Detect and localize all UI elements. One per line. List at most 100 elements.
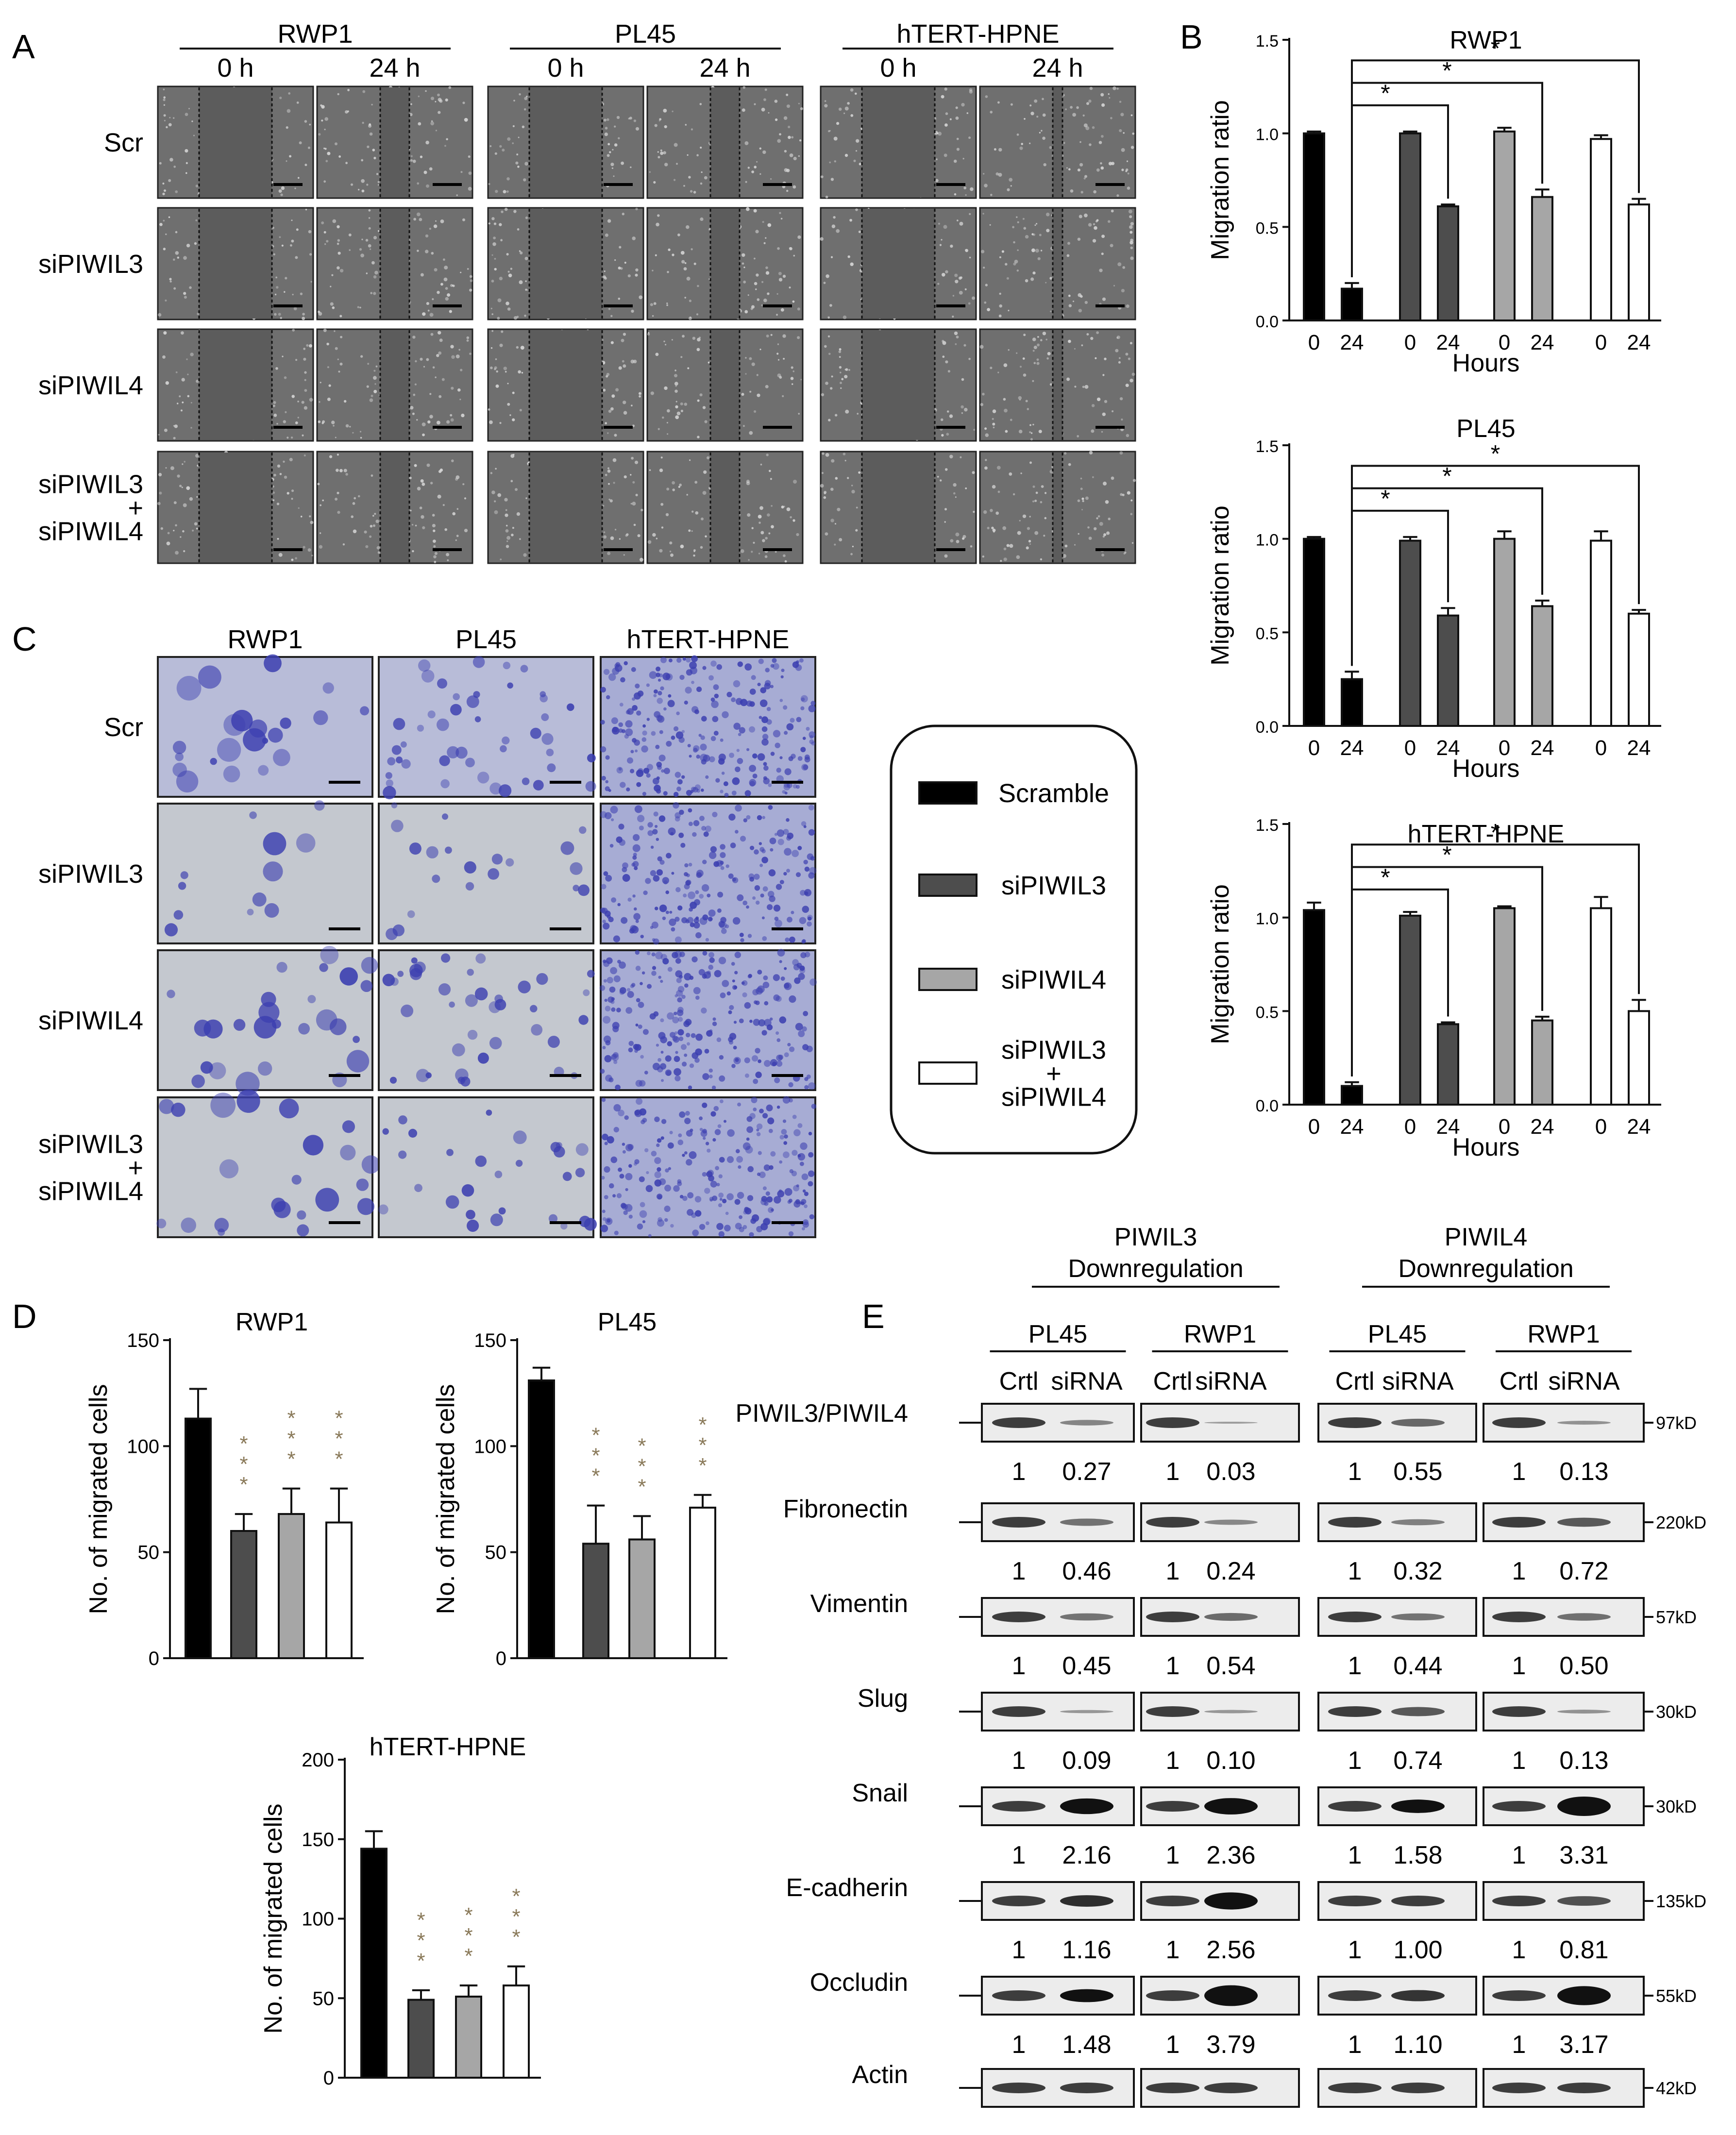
texture-speck [762, 539, 765, 542]
texture-speck [491, 490, 495, 494]
texture-speck [779, 212, 781, 214]
texture-speck [377, 181, 380, 183]
x-tick-label: 24 [1340, 736, 1364, 760]
texture-speck [506, 190, 509, 193]
texture-speck [693, 748, 698, 753]
texture-speck [691, 128, 693, 131]
blot-band [1557, 1517, 1611, 1527]
y-axis-label: Migration ratio [1206, 884, 1234, 1044]
texture-speck [701, 825, 707, 831]
texture-speck [427, 420, 431, 424]
texture-speck [167, 990, 175, 998]
texture-speck [613, 1060, 618, 1064]
texture-speck [942, 341, 946, 345]
texture-speck [182, 401, 184, 403]
texture-speck [494, 368, 496, 370]
texture-speck [340, 336, 343, 338]
texture-speck [838, 350, 842, 353]
band-quantification: 0.03 [1206, 1458, 1255, 1486]
texture-speck [937, 283, 940, 285]
texture-speck [667, 409, 670, 413]
texture-speck [325, 160, 328, 163]
texture-speck [1130, 513, 1133, 516]
texture-speck [957, 219, 959, 221]
texture-speck [935, 179, 939, 183]
texture-speck [499, 784, 512, 797]
texture-speck [737, 1192, 744, 1199]
texture-speck [674, 791, 679, 797]
x-axis-label: Hours [1452, 755, 1520, 783]
texture-speck [179, 485, 182, 488]
texture-speck [1045, 338, 1047, 341]
y-tick-label: 50 [485, 1542, 507, 1563]
texture-speck [433, 224, 438, 228]
blot-band [1328, 1417, 1382, 1428]
texture-speck [759, 147, 762, 150]
texture-speck [666, 304, 668, 306]
texture-speck [1121, 148, 1125, 152]
texture-speck [373, 292, 376, 295]
texture-speck [180, 409, 183, 412]
texture-speck [292, 329, 295, 332]
texture-speck [993, 426, 995, 429]
texture-speck [562, 1172, 572, 1181]
significance-star: * [1491, 34, 1500, 62]
texture-speck [959, 291, 963, 295]
texture-speck [749, 781, 755, 787]
texture-speck [291, 1175, 302, 1185]
texture-speck [612, 1194, 616, 1198]
texture-speck [287, 437, 289, 439]
texture-speck [664, 386, 668, 390]
texture-speck [726, 1193, 734, 1200]
texture-speck [771, 505, 773, 507]
texture-speck [663, 340, 665, 342]
texture-speck [429, 228, 432, 230]
texture-speck [437, 420, 440, 425]
texture-speck [770, 178, 772, 180]
texture-speck [649, 671, 657, 679]
texture-speck [686, 657, 691, 663]
texture-speck [688, 822, 693, 826]
texture-speck [820, 175, 824, 178]
texture-speck [546, 748, 554, 756]
texture-speck [614, 663, 619, 669]
texture-speck [626, 988, 631, 992]
texture-speck [808, 872, 815, 879]
texture-speck [407, 910, 415, 918]
texture-speck [797, 336, 800, 339]
texture-speck [606, 372, 610, 376]
texture-speck [654, 785, 661, 792]
texture-speck [218, 1228, 225, 1236]
texture-speck [214, 1218, 229, 1232]
texture-speck [770, 685, 774, 689]
texture-speck [494, 1170, 503, 1178]
texture-speck [676, 990, 683, 997]
texture-speck [947, 370, 950, 373]
protein-name-3: Slug [858, 1684, 908, 1713]
texture-speck [972, 296, 976, 300]
panel-a-time-2-1: 24 h [1032, 53, 1083, 83]
texture-speck [768, 112, 770, 114]
texture-speck [680, 402, 683, 405]
texture-speck [505, 509, 507, 511]
bar [325, 1521, 353, 1660]
texture-speck [665, 513, 669, 517]
bar [1531, 605, 1553, 727]
wound-gap [710, 330, 740, 440]
texture-speck [409, 476, 412, 479]
texture-speck [973, 429, 976, 431]
texture-speck [643, 768, 650, 774]
panel-a-time-0-0: 0 h [217, 53, 253, 83]
texture-speck [275, 276, 278, 279]
texture-speck [824, 104, 828, 108]
texture-speck [291, 219, 293, 221]
texture-speck [766, 706, 771, 711]
wound-gap [1053, 453, 1062, 562]
blot-band [1391, 1418, 1445, 1427]
texture-speck [725, 864, 729, 868]
texture-speck [666, 853, 672, 858]
texture-speck [684, 1053, 688, 1057]
texture-speck [519, 538, 521, 540]
texture-speck [779, 699, 783, 702]
texture-speck [320, 382, 321, 384]
